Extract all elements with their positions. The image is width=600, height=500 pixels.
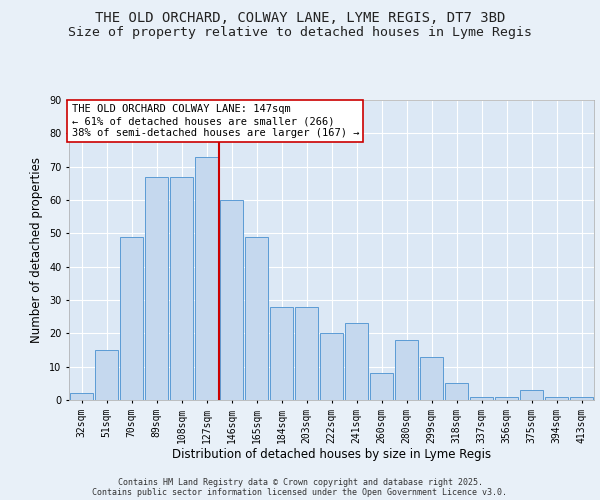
Bar	[445, 384, 469, 400]
Bar	[494, 396, 518, 400]
Bar	[569, 396, 593, 400]
Bar	[320, 334, 343, 400]
Bar	[95, 350, 118, 400]
Text: THE OLD ORCHARD, COLWAY LANE, LYME REGIS, DT7 3BD: THE OLD ORCHARD, COLWAY LANE, LYME REGIS…	[95, 10, 505, 24]
Bar	[170, 176, 193, 400]
Bar	[220, 200, 244, 400]
Y-axis label: Number of detached properties: Number of detached properties	[31, 157, 43, 343]
Bar	[344, 324, 368, 400]
Bar	[419, 356, 443, 400]
Bar	[395, 340, 418, 400]
Bar	[470, 396, 493, 400]
Text: Size of property relative to detached houses in Lyme Regis: Size of property relative to detached ho…	[68, 26, 532, 39]
Bar	[119, 236, 143, 400]
Bar	[295, 306, 319, 400]
Bar	[269, 306, 293, 400]
X-axis label: Distribution of detached houses by size in Lyme Regis: Distribution of detached houses by size …	[172, 448, 491, 462]
Bar	[545, 396, 568, 400]
Bar	[520, 390, 544, 400]
Bar	[70, 394, 94, 400]
Bar	[245, 236, 268, 400]
Bar	[194, 156, 218, 400]
Text: THE OLD ORCHARD COLWAY LANE: 147sqm
← 61% of detached houses are smaller (266)
3: THE OLD ORCHARD COLWAY LANE: 147sqm ← 61…	[71, 104, 359, 138]
Bar	[370, 374, 394, 400]
Text: Contains HM Land Registry data © Crown copyright and database right 2025.
Contai: Contains HM Land Registry data © Crown c…	[92, 478, 508, 497]
Bar	[145, 176, 169, 400]
